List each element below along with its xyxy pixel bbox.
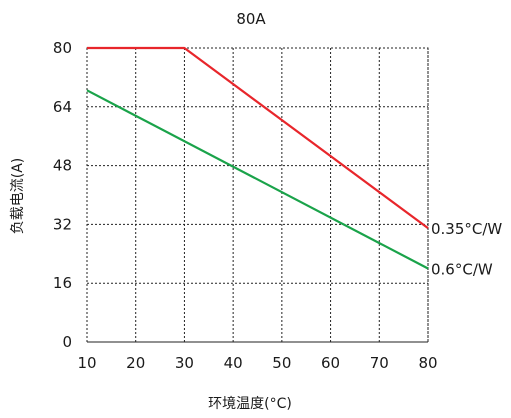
y-axis-title: 负载电流(A) [10,158,26,235]
x-tick-labels: 10 20 30 40 50 60 70 80 [77,354,437,372]
x-tick-label-7: 80 [418,354,437,372]
series-label-0: 0.35°C/W [431,220,502,238]
grid-lines [86,47,429,343]
chart-title: 80A [236,10,266,28]
x-tick-label-0: 10 [77,354,96,372]
x-tick-label-2: 30 [175,354,194,372]
x-tick-label-4: 50 [272,354,291,372]
series-lines [86,46,429,270]
x-tick-label-1: 20 [126,354,145,372]
series-line-0 [87,46,429,229]
series-labels: 0.35°C/W 0.6°C/W [431,220,502,278]
y-tick-label-5: 80 [53,39,72,57]
x-tick-label-3: 40 [224,354,243,372]
y-tick-label-0: 0 [62,333,72,351]
x-tick-label-6: 70 [370,354,389,372]
series-line-1 [86,89,429,270]
y-tick-label-2: 32 [53,215,72,233]
x-axis-title: 环境温度(°C) [208,396,292,412]
y-tick-label-1: 16 [53,274,72,292]
y-tick-label-3: 48 [53,157,72,175]
x-tick-label-5: 60 [321,354,340,372]
y-tick-labels: 0 16 32 48 64 80 [53,39,72,351]
plot-frame [86,47,429,343]
series-label-1: 0.6°C/W [431,261,493,279]
y-tick-label-4: 64 [53,98,72,116]
